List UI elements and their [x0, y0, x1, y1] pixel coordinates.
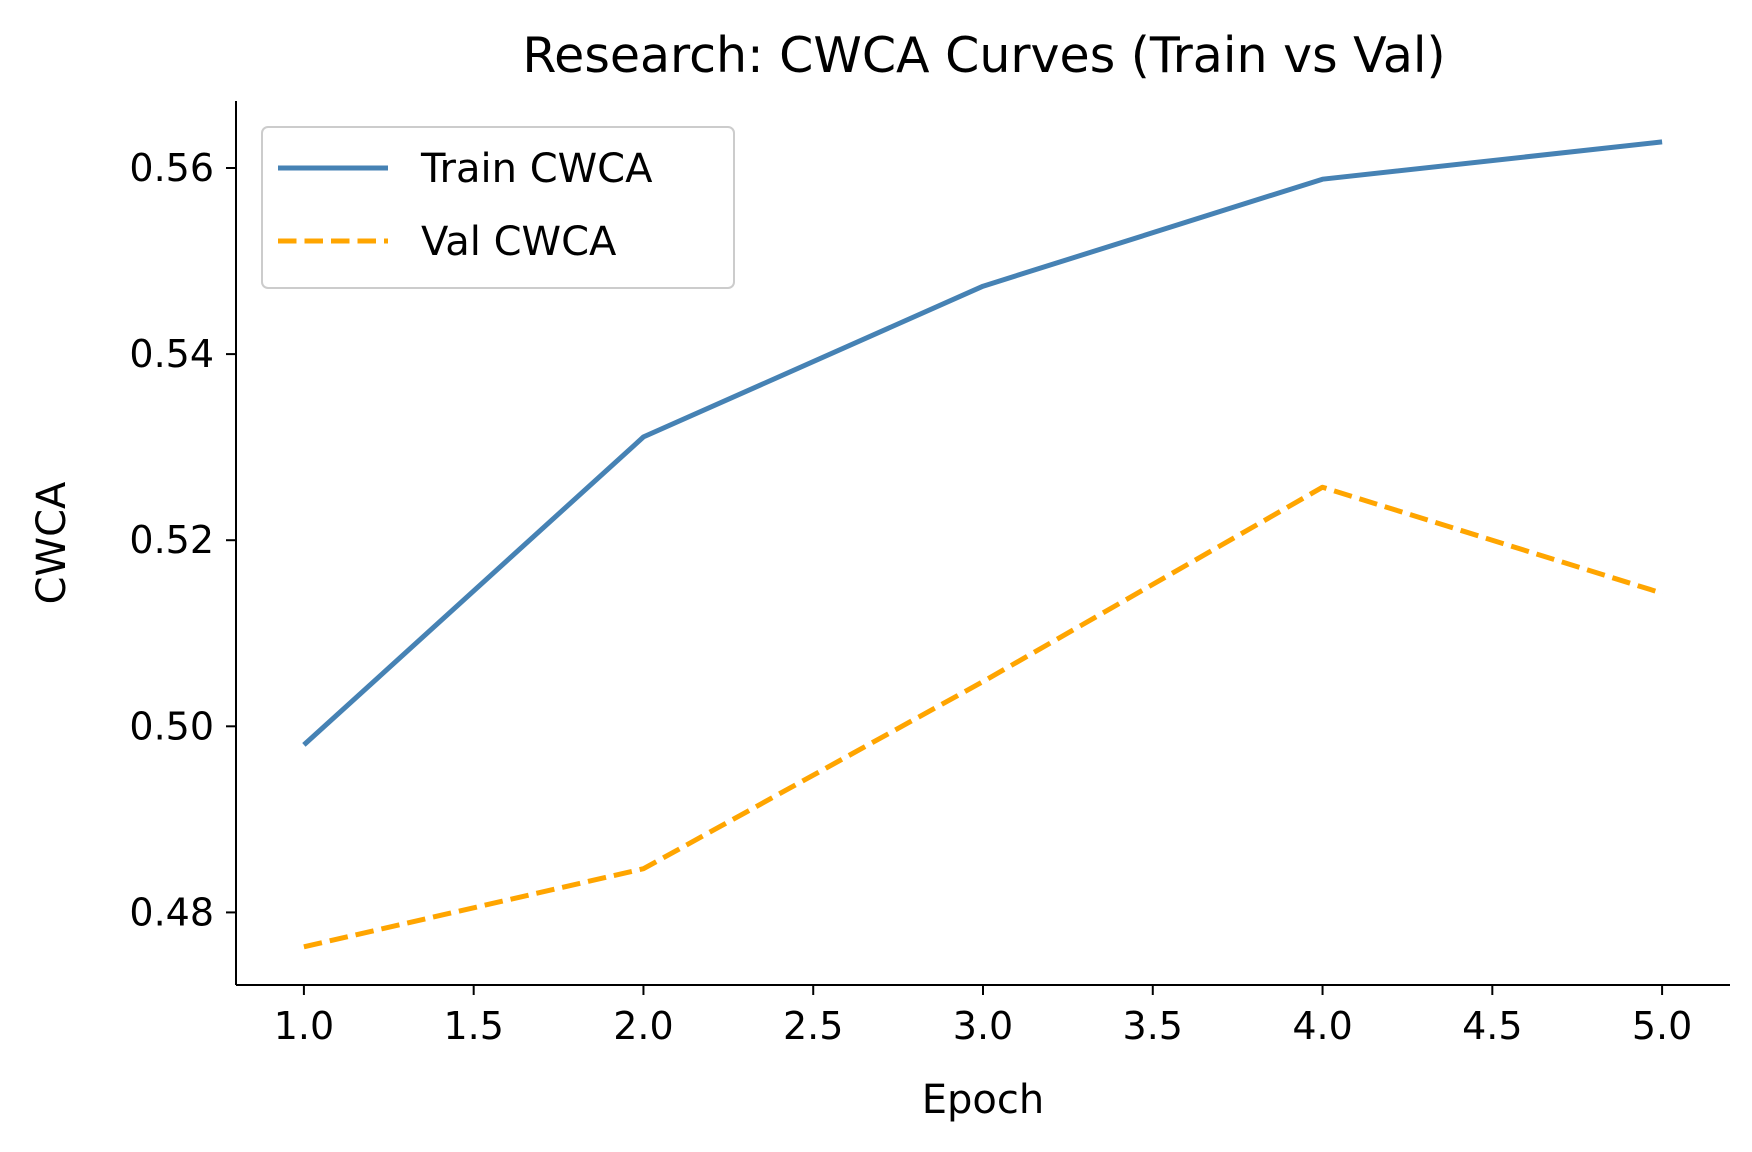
- legend: Train CWCA Val CWCA: [261, 126, 735, 289]
- x-tick-label: 5.0: [1632, 1004, 1692, 1048]
- legend-label-val: Val CWCA: [421, 219, 617, 265]
- val-cwca-line: [303, 484, 1663, 950]
- x-tick-label: 4.0: [1292, 1004, 1352, 1048]
- legend-label-train: Train CWCA: [420, 146, 653, 192]
- x-tick-label: 1.5: [443, 1004, 503, 1048]
- x-tick-label: 3.5: [1123, 1004, 1183, 1048]
- x-tick-label: 2.5: [783, 1004, 843, 1048]
- y-axis-title: CWCA: [29, 481, 75, 604]
- x-tick-label: 2.0: [613, 1004, 673, 1048]
- y-tick-label: 0.48: [129, 890, 214, 934]
- x-axis-title: Epoch: [922, 1077, 1044, 1123]
- y-axis-ticks: 0.48 0.50 0.52 0.54 0.56: [129, 146, 236, 934]
- y-tick-label: 0.56: [129, 146, 214, 190]
- y-tick-label: 0.50: [129, 704, 214, 748]
- x-tick-label: 1.0: [274, 1004, 334, 1048]
- y-tick-label: 0.52: [129, 518, 214, 562]
- y-tick-label: 0.54: [129, 332, 214, 376]
- x-axis-ticks: 1.0 1.5 2.0 2.5 3.0 3.5 4.0 4.5 5.0: [274, 985, 1692, 1048]
- x-tick-label: 4.5: [1462, 1004, 1522, 1048]
- chart-title: Research: CWCA Curves (Train vs Val): [522, 27, 1445, 84]
- x-tick-label: 3.0: [953, 1004, 1013, 1048]
- plot-area: 1.0 1.5 2.0 2.5 3.0 3.5 4.0 4.5 5.0 0.48 0.50 0.52…: [129, 101, 1730, 1048]
- series-lines: [302, 139, 1663, 950]
